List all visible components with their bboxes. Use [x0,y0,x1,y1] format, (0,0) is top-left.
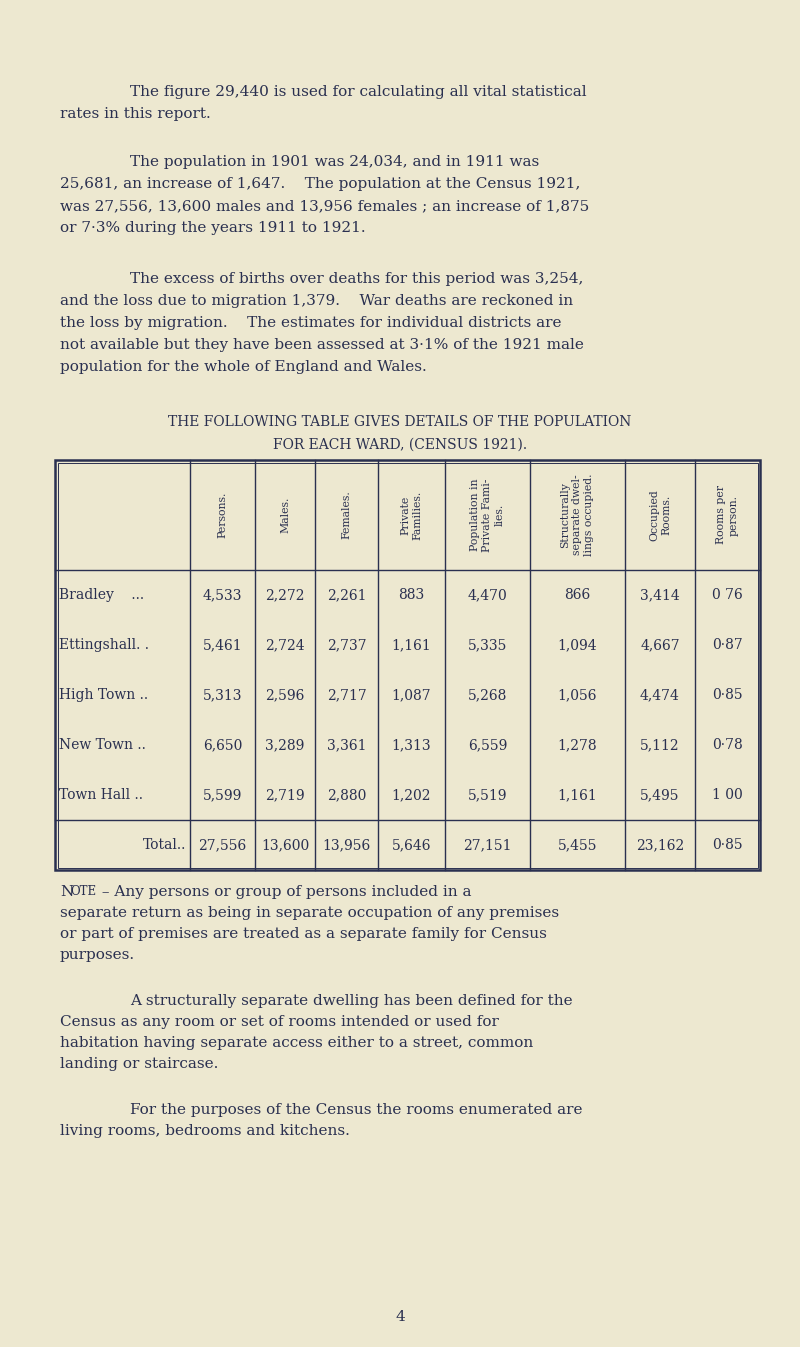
Text: 0·87: 0·87 [712,638,743,652]
Text: 5,112: 5,112 [640,738,680,752]
Text: – Any persons or group of persons included in a: – Any persons or group of persons includ… [97,885,471,898]
Text: 4,474: 4,474 [640,688,680,702]
Text: For the purposes of the Census the rooms enumerated are: For the purposes of the Census the rooms… [130,1103,582,1117]
Bar [55,459,760,870]
Text: 5,495: 5,495 [640,788,680,801]
Text: habitation having separate access either to a street, common: habitation having separate access either… [60,1036,534,1051]
Text: 5,335: 5,335 [468,638,507,652]
Text: 5,455: 5,455 [558,838,598,853]
Text: 1,056: 1,056 [558,688,598,702]
Text: 1 00: 1 00 [712,788,743,801]
Text: 13,956: 13,956 [322,838,370,853]
Text: FOR EACH WARD, (CENSUS 1921).: FOR EACH WARD, (CENSUS 1921). [273,438,527,453]
Text: Structurally
separate dwel-
lings occupied.: Structurally separate dwel- lings occupi… [561,474,594,556]
Text: Private
Families.: Private Families. [401,490,422,540]
Text: 5,461: 5,461 [202,638,242,652]
Text: 1,161: 1,161 [392,638,431,652]
Text: 1,278: 1,278 [558,738,598,752]
Text: 866: 866 [564,589,590,602]
Text: A structurally separate dwelling has been defined for the: A structurally separate dwelling has bee… [130,994,573,1008]
Text: Bradley    ...: Bradley ... [59,589,144,602]
Text: 1,161: 1,161 [558,788,598,801]
Text: population for the whole of England and Wales.: population for the whole of England and … [60,360,426,374]
Text: Population in
Private Fami-
lies.: Population in Private Fami- lies. [470,478,505,552]
Text: The excess of births over deaths for this period was 3,254,: The excess of births over deaths for thi… [130,272,583,286]
Text: 6,650: 6,650 [203,738,242,752]
Text: Town Hall ..: Town Hall .. [59,788,143,801]
Bar [58,462,758,867]
Text: 5,519: 5,519 [468,788,507,801]
Text: 23,162: 23,162 [636,838,684,853]
Text: 27,556: 27,556 [198,838,246,853]
Text: 2,261: 2,261 [326,589,366,602]
Text: or 7·3% during the years 1911 to 1921.: or 7·3% during the years 1911 to 1921. [60,221,366,234]
Text: 3,289: 3,289 [266,738,305,752]
Text: High Town ..: High Town .. [59,688,148,702]
Text: 5,599: 5,599 [203,788,242,801]
Text: Rooms per
person.: Rooms per person. [717,485,738,544]
Text: Census as any room or set of rooms intended or used for: Census as any room or set of rooms inten… [60,1016,499,1029]
Text: 883: 883 [398,589,425,602]
Text: 13,600: 13,600 [261,838,309,853]
Text: 2,724: 2,724 [265,638,305,652]
Text: rates in this report.: rates in this report. [60,106,210,121]
Text: or part of premises are treated as a separate family for Census: or part of premises are treated as a sep… [60,927,547,942]
Text: OTE: OTE [70,885,96,898]
Text: THE FOLLOWING TABLE GIVES DETAILS OF THE POPULATION: THE FOLLOWING TABLE GIVES DETAILS OF THE… [168,415,632,428]
Text: 2,272: 2,272 [266,589,305,602]
Text: Persons.: Persons. [218,492,227,539]
Text: 0 76: 0 76 [712,589,743,602]
Text: 2,880: 2,880 [327,788,366,801]
Text: Total..: Total.. [142,838,186,853]
Text: 1,313: 1,313 [392,738,431,752]
Text: 1,087: 1,087 [392,688,431,702]
Text: 2,717: 2,717 [326,688,366,702]
Text: The figure 29,440 is used for calculating all vital statistical: The figure 29,440 is used for calculatin… [130,85,586,98]
Text: 4,667: 4,667 [640,638,680,652]
Text: Occupied
Rooms.: Occupied Rooms. [649,489,671,541]
Text: 5,268: 5,268 [468,688,507,702]
Text: 1,202: 1,202 [392,788,431,801]
Text: the loss by migration.    The estimates for individual districts are: the loss by migration. The estimates for… [60,317,562,330]
Text: and the loss due to migration 1,379.    War deaths are reckoned in: and the loss due to migration 1,379. War… [60,294,573,308]
Text: not available but they have been assessed at 3·1% of the 1921 male: not available but they have been assesse… [60,338,584,352]
Text: 3,414: 3,414 [640,589,680,602]
Text: Ettingshall. .: Ettingshall. . [59,638,149,652]
Text: 3,361: 3,361 [326,738,366,752]
Text: 2,719: 2,719 [265,788,305,801]
Text: 2,596: 2,596 [266,688,305,702]
Text: 0·85: 0·85 [712,688,743,702]
Text: 5,646: 5,646 [392,838,431,853]
Text: was 27,556, 13,600 males and 13,956 females ; an increase of 1,875: was 27,556, 13,600 males and 13,956 fema… [60,199,590,213]
Text: The population in 1901 was 24,034, and in 1911 was: The population in 1901 was 24,034, and i… [130,155,539,168]
Text: living rooms, bedrooms and kitchens.: living rooms, bedrooms and kitchens. [60,1123,350,1138]
Text: Males.: Males. [280,497,290,533]
Text: separate return as being in separate occupation of any premises: separate return as being in separate occ… [60,907,559,920]
Text: N: N [60,885,74,898]
Text: 5,313: 5,313 [202,688,242,702]
Text: 27,151: 27,151 [463,838,512,853]
Text: 4,533: 4,533 [202,589,242,602]
Text: 0·85: 0·85 [712,838,743,853]
Text: 6,559: 6,559 [468,738,507,752]
Text: New Town ..: New Town .. [59,738,146,752]
Text: Females.: Females. [342,490,351,539]
Text: 25,681, an increase of 1,647.    The population at the Census 1921,: 25,681, an increase of 1,647. The popula… [60,176,580,191]
Text: 4: 4 [395,1311,405,1324]
Text: 0·78: 0·78 [712,738,743,752]
Text: 1,094: 1,094 [558,638,598,652]
Text: purposes.: purposes. [60,948,135,962]
Text: 4,470: 4,470 [468,589,507,602]
Text: landing or staircase.: landing or staircase. [60,1057,218,1071]
Text: 2,737: 2,737 [326,638,366,652]
